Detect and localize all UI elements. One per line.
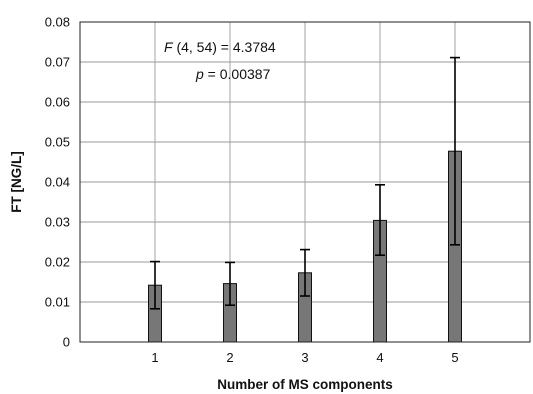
y-tick-label-1: 0.01: [45, 295, 70, 310]
y-tick-label-5: 0.05: [45, 135, 70, 150]
error-bar-1: [150, 260, 160, 310]
x-tick-label-1: 1: [151, 350, 158, 365]
y-tick-label-6: 0.06: [45, 95, 70, 110]
x-tick-label-3: 3: [301, 350, 308, 365]
y-tick-label-8: 0.08: [45, 15, 70, 30]
y-tick-label-4: 0.04: [45, 175, 70, 190]
y-tick-label-0: 0: [63, 335, 70, 350]
y-tick-label-2: 0.02: [45, 255, 70, 270]
x-tick-labels: 1 2 3 4 5: [151, 350, 458, 365]
y-tick-labels: 0 0.01 0.02 0.03 0.04 0.05 0.06 0.07 0.08: [45, 15, 70, 350]
y-tick-label-3: 0.03: [45, 215, 70, 230]
error-bars: [150, 56, 460, 310]
x-axis-title: Number of MS components: [217, 377, 393, 392]
error-bar-5: [450, 56, 460, 246]
annotation-p-symbol: p: [195, 66, 204, 82]
x-tick-label-4: 4: [376, 350, 383, 365]
bars: [148, 150, 462, 343]
x-tick-label-5: 5: [451, 350, 458, 365]
annotation-p-value: p = 0.00387: [195, 66, 271, 82]
y-tick-label-7: 0.07: [45, 55, 70, 70]
plot-frame: [79, 21, 531, 343]
annotation-f-statistic: F (4, 54) = 4.3784: [164, 39, 276, 55]
annotation-p-number: = 0.00387: [204, 66, 271, 82]
annotation-f-symbol: F: [164, 39, 174, 55]
y-axis-title: FT [NG/L]: [9, 151, 24, 212]
x-tick-label-2: 2: [226, 350, 233, 365]
error-bar-2: [225, 261, 235, 307]
error-bar-3: [300, 248, 310, 297]
error-bar-4: [375, 184, 385, 256]
annotation-f-value: (4, 54) = 4.3784: [173, 39, 276, 55]
